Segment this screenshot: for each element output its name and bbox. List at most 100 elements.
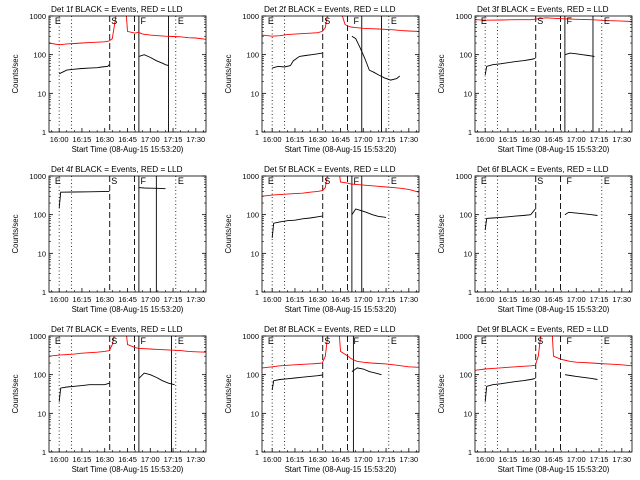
- events-series-line: [58, 372, 175, 402]
- y-axis-label: Counts/sec: [437, 54, 446, 93]
- x-axis-label: Start Time (08-Aug-15 15:53:20): [498, 465, 610, 474]
- marker-letter-e: E: [604, 176, 610, 186]
- marker-letter-e: E: [391, 336, 397, 346]
- x-tick-label: 17:30: [612, 455, 631, 464]
- detector-plot-2f: Det 2f BLACK = Events, RED = LLD E S F E 1 10 1…: [224, 5, 420, 154]
- marker-letter-f: F: [566, 336, 572, 346]
- lld-series-line: [262, 176, 419, 197]
- plot-frame: [48, 175, 207, 293]
- y-tick-label: 100: [246, 371, 259, 380]
- x-tick-label: 16:30: [308, 295, 327, 304]
- plot-title: Det 3f BLACK = Events, RED = LLD: [477, 5, 609, 14]
- y-tick-label: 1000: [29, 12, 46, 21]
- x-tick-label: 17:15: [377, 295, 396, 304]
- plot-frame: [48, 335, 207, 453]
- x-tick-label: 16:45: [544, 135, 563, 144]
- y-axis-label: Counts/sec: [224, 54, 233, 93]
- x-axis-label: Start Time (08-Aug-15 15:53:20): [498, 305, 610, 314]
- detector-panel-7f: Det 7f BLACK = Events, RED = LLD E S F E 1 10 1…: [0, 320, 213, 480]
- y-axis-label: Counts/sec: [11, 214, 20, 253]
- events-series-line: [58, 187, 166, 208]
- lld-series-line: [475, 17, 632, 22]
- marker-letter-s: S: [111, 16, 117, 26]
- y-tick-label: 100: [459, 211, 472, 220]
- x-tick-label: 17:00: [354, 295, 373, 304]
- y-axis-label: Counts/sec: [11, 374, 20, 413]
- detector-plot-6f: Det 6f BLACK = Events, RED = LLD E S F E 1 10 1…: [437, 165, 633, 314]
- x-tick-label: 16:45: [331, 455, 350, 464]
- x-axis-label: Start Time (08-Aug-15 15:53:20): [285, 145, 397, 154]
- detector-plot-7f: Det 7f BLACK = Events, RED = LLD E S F E 1 10 1…: [11, 325, 207, 474]
- y-tick-label: 1: [255, 288, 259, 297]
- x-tick-label: 16:45: [544, 455, 563, 464]
- marker-letter-e: E: [391, 16, 397, 26]
- marker-letter-s: S: [537, 16, 543, 26]
- y-tick-label: 100: [459, 371, 472, 380]
- x-tick-label: 17:30: [186, 135, 205, 144]
- lld-series-line: [49, 16, 206, 46]
- detector-panel-3f: Det 3f BLACK = Events, RED = LLD E S F E 1 10 1…: [426, 0, 639, 160]
- marker-letter-s: S: [324, 16, 330, 26]
- x-tick-label: 16:15: [286, 455, 305, 464]
- y-tick-label: 10: [38, 89, 46, 98]
- detector-plot-5f: Det 5f BLACK = Events, RED = LLD E S F E 1 10 1…: [224, 165, 420, 314]
- y-tick-label: 1000: [455, 332, 472, 341]
- x-tick-label: 16:45: [118, 455, 137, 464]
- x-tick-label: 17:15: [164, 295, 183, 304]
- marker-letter-f: F: [140, 336, 146, 346]
- plot-frame: [474, 175, 633, 293]
- x-tick-label: 16:15: [499, 455, 518, 464]
- marker-letter-s: S: [537, 336, 543, 346]
- x-tick-label: 16:30: [95, 455, 114, 464]
- x-tick-label: 16:15: [499, 295, 518, 304]
- plot-title: Det 7f BLACK = Events, RED = LLD: [51, 325, 183, 334]
- y-tick-label: 10: [38, 249, 46, 258]
- y-tick-label: 1000: [242, 332, 259, 341]
- x-tick-label: 16:00: [263, 455, 282, 464]
- x-tick-label: 16:00: [263, 295, 282, 304]
- x-axis-label: Start Time (08-Aug-15 15:53:20): [72, 145, 184, 154]
- marker-letter-f: F: [566, 16, 572, 26]
- x-tick-label: 16:45: [544, 295, 563, 304]
- x-tick-label: 17:00: [354, 455, 373, 464]
- x-tick-label: 17:30: [186, 455, 205, 464]
- y-tick-label: 100: [246, 211, 259, 220]
- y-tick-label: 1: [255, 448, 259, 457]
- x-tick-label: 16:00: [476, 135, 495, 144]
- plot-title: Det 1f BLACK = Events, RED = LLD: [51, 5, 183, 14]
- y-tick-label: 1000: [455, 12, 472, 21]
- events-series-line: [484, 374, 598, 402]
- y-tick-label: 10: [464, 89, 472, 98]
- marker-letter-e: E: [481, 336, 487, 346]
- x-tick-label: 17:30: [186, 295, 205, 304]
- x-tick-label: 16:00: [263, 135, 282, 144]
- x-tick-label: 16:00: [50, 455, 69, 464]
- x-tick-label: 16:30: [521, 455, 540, 464]
- x-tick-label: 17:30: [612, 295, 631, 304]
- x-tick-label: 17:15: [377, 135, 396, 144]
- y-tick-label: 1: [42, 288, 46, 297]
- lld-series-line: [475, 336, 632, 371]
- x-tick-label: 17:30: [399, 295, 418, 304]
- marker-letter-s: S: [537, 176, 543, 186]
- x-tick-label: 17:00: [141, 295, 160, 304]
- y-tick-label: 1000: [242, 12, 259, 21]
- y-tick-label: 100: [33, 211, 46, 220]
- detector-panel-9f: Det 9f BLACK = Events, RED = LLD E S F E 1 10 1…: [426, 320, 639, 480]
- y-tick-label: 10: [464, 409, 472, 418]
- x-tick-label: 17:15: [164, 135, 183, 144]
- plot-frame: [261, 15, 420, 133]
- x-tick-label: 16:45: [118, 295, 137, 304]
- detector-panel-4f: Det 4f BLACK = Events, RED = LLD E S F E 1 10 1…: [0, 160, 213, 320]
- x-tick-label: 16:30: [308, 455, 327, 464]
- marker-letter-e: E: [604, 336, 610, 346]
- x-tick-label: 16:30: [521, 135, 540, 144]
- marker-letter-e: E: [481, 16, 487, 26]
- x-tick-label: 16:30: [95, 135, 114, 144]
- lld-series-line: [49, 336, 206, 357]
- x-tick-label: 16:15: [286, 135, 305, 144]
- detector-panel-8f: Det 8f BLACK = Events, RED = LLD E S F E 1 10 1…: [213, 320, 426, 480]
- x-tick-label: 16:45: [331, 135, 350, 144]
- x-tick-label: 17:00: [567, 135, 586, 144]
- marker-letter-e: E: [55, 176, 61, 186]
